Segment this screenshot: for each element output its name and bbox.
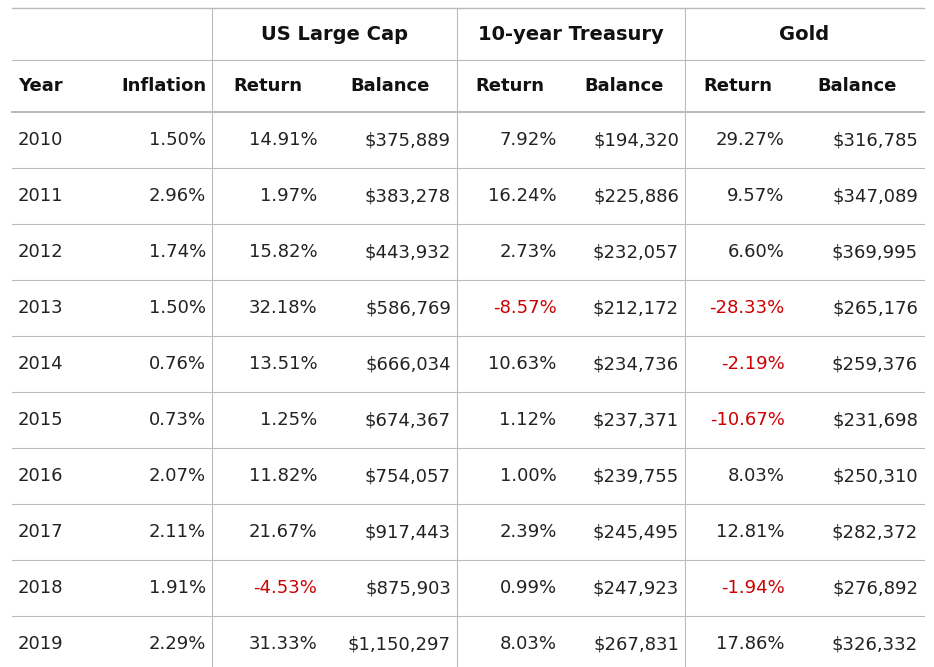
Text: 32.18%: 32.18% bbox=[248, 299, 318, 317]
Text: 0.73%: 0.73% bbox=[149, 411, 206, 429]
Text: 2013: 2013 bbox=[18, 299, 64, 317]
Text: -2.19%: -2.19% bbox=[721, 355, 785, 373]
Text: $666,034: $666,034 bbox=[365, 355, 451, 373]
Text: 1.00%: 1.00% bbox=[500, 467, 557, 485]
Text: 31.33%: 31.33% bbox=[248, 635, 318, 653]
Text: $383,278: $383,278 bbox=[365, 187, 451, 205]
Text: $194,320: $194,320 bbox=[593, 131, 679, 149]
Text: Return: Return bbox=[475, 77, 545, 95]
Text: 2019: 2019 bbox=[18, 635, 64, 653]
Text: -8.57%: -8.57% bbox=[493, 299, 557, 317]
Text: $1,150,297: $1,150,297 bbox=[347, 635, 451, 653]
Text: 29.27%: 29.27% bbox=[715, 131, 785, 149]
Text: 2010: 2010 bbox=[18, 131, 64, 149]
Text: Year: Year bbox=[18, 77, 63, 95]
Text: 2.07%: 2.07% bbox=[149, 467, 206, 485]
Text: $347,089: $347,089 bbox=[832, 187, 918, 205]
Text: 2016: 2016 bbox=[18, 467, 64, 485]
Text: Gold: Gold bbox=[779, 25, 829, 43]
Text: $674,367: $674,367 bbox=[365, 411, 451, 429]
Text: -4.53%: -4.53% bbox=[253, 579, 318, 597]
Text: 1.50%: 1.50% bbox=[149, 299, 206, 317]
Text: Balance: Balance bbox=[817, 77, 897, 95]
Text: $267,831: $267,831 bbox=[593, 635, 679, 653]
Text: 1.74%: 1.74% bbox=[149, 243, 206, 261]
Text: 6.60%: 6.60% bbox=[728, 243, 785, 261]
Text: 10.63%: 10.63% bbox=[488, 355, 557, 373]
Text: 2011: 2011 bbox=[18, 187, 64, 205]
Text: $234,736: $234,736 bbox=[593, 355, 679, 373]
Text: 11.82%: 11.82% bbox=[249, 467, 318, 485]
Text: 13.51%: 13.51% bbox=[248, 355, 318, 373]
Text: US Large Cap: US Large Cap bbox=[261, 25, 408, 43]
Text: 8.03%: 8.03% bbox=[500, 635, 557, 653]
Text: 12.81%: 12.81% bbox=[716, 523, 785, 541]
Text: $239,755: $239,755 bbox=[593, 467, 679, 485]
Text: 2.39%: 2.39% bbox=[499, 523, 557, 541]
Text: $875,903: $875,903 bbox=[365, 579, 451, 597]
Text: 2.96%: 2.96% bbox=[149, 187, 206, 205]
Text: $247,923: $247,923 bbox=[593, 579, 679, 597]
Text: -1.94%: -1.94% bbox=[721, 579, 785, 597]
Text: 8.03%: 8.03% bbox=[728, 467, 785, 485]
Text: 1.97%: 1.97% bbox=[261, 187, 318, 205]
Text: 2017: 2017 bbox=[18, 523, 64, 541]
Text: 0.76%: 0.76% bbox=[149, 355, 206, 373]
Text: 2015: 2015 bbox=[18, 411, 64, 429]
Text: $443,932: $443,932 bbox=[364, 243, 451, 261]
Text: $265,176: $265,176 bbox=[832, 299, 918, 317]
Text: $369,995: $369,995 bbox=[832, 243, 918, 261]
Text: $232,057: $232,057 bbox=[593, 243, 679, 261]
Text: Balance: Balance bbox=[584, 77, 663, 95]
Text: 1.50%: 1.50% bbox=[149, 131, 206, 149]
Text: Return: Return bbox=[234, 77, 303, 95]
Text: 21.67%: 21.67% bbox=[248, 523, 318, 541]
Text: $259,376: $259,376 bbox=[832, 355, 918, 373]
Text: Balance: Balance bbox=[350, 77, 430, 95]
Text: 17.86%: 17.86% bbox=[716, 635, 785, 653]
Text: $245,495: $245,495 bbox=[593, 523, 679, 541]
Text: 2012: 2012 bbox=[18, 243, 64, 261]
Text: 14.91%: 14.91% bbox=[248, 131, 318, 149]
Text: $231,698: $231,698 bbox=[832, 411, 918, 429]
Text: $276,892: $276,892 bbox=[832, 579, 918, 597]
Text: $282,372: $282,372 bbox=[832, 523, 918, 541]
Text: 15.82%: 15.82% bbox=[248, 243, 318, 261]
Text: -28.33%: -28.33% bbox=[709, 299, 785, 317]
Text: 1.12%: 1.12% bbox=[500, 411, 557, 429]
Text: Return: Return bbox=[703, 77, 772, 95]
Text: 2018: 2018 bbox=[18, 579, 64, 597]
Text: 9.57%: 9.57% bbox=[728, 187, 785, 205]
Text: 10-year Treasury: 10-year Treasury bbox=[478, 25, 664, 43]
Text: 2.11%: 2.11% bbox=[149, 523, 206, 541]
Text: $326,332: $326,332 bbox=[832, 635, 918, 653]
Text: 16.24%: 16.24% bbox=[488, 187, 557, 205]
Text: 7.92%: 7.92% bbox=[499, 131, 557, 149]
Text: $225,886: $225,886 bbox=[593, 187, 679, 205]
Text: -10.67%: -10.67% bbox=[710, 411, 785, 429]
Text: $237,371: $237,371 bbox=[593, 411, 679, 429]
Text: $212,172: $212,172 bbox=[593, 299, 679, 317]
Text: $917,443: $917,443 bbox=[365, 523, 451, 541]
Text: 2014: 2014 bbox=[18, 355, 64, 373]
Text: Inflation: Inflation bbox=[121, 77, 206, 95]
Text: 0.99%: 0.99% bbox=[500, 579, 557, 597]
Text: 1.91%: 1.91% bbox=[149, 579, 206, 597]
Text: $250,310: $250,310 bbox=[832, 467, 918, 485]
Text: $586,769: $586,769 bbox=[365, 299, 451, 317]
Text: $316,785: $316,785 bbox=[832, 131, 918, 149]
Text: 2.73%: 2.73% bbox=[499, 243, 557, 261]
Text: $375,889: $375,889 bbox=[365, 131, 451, 149]
Text: $754,057: $754,057 bbox=[365, 467, 451, 485]
Text: 2.29%: 2.29% bbox=[149, 635, 206, 653]
Text: 1.25%: 1.25% bbox=[261, 411, 318, 429]
